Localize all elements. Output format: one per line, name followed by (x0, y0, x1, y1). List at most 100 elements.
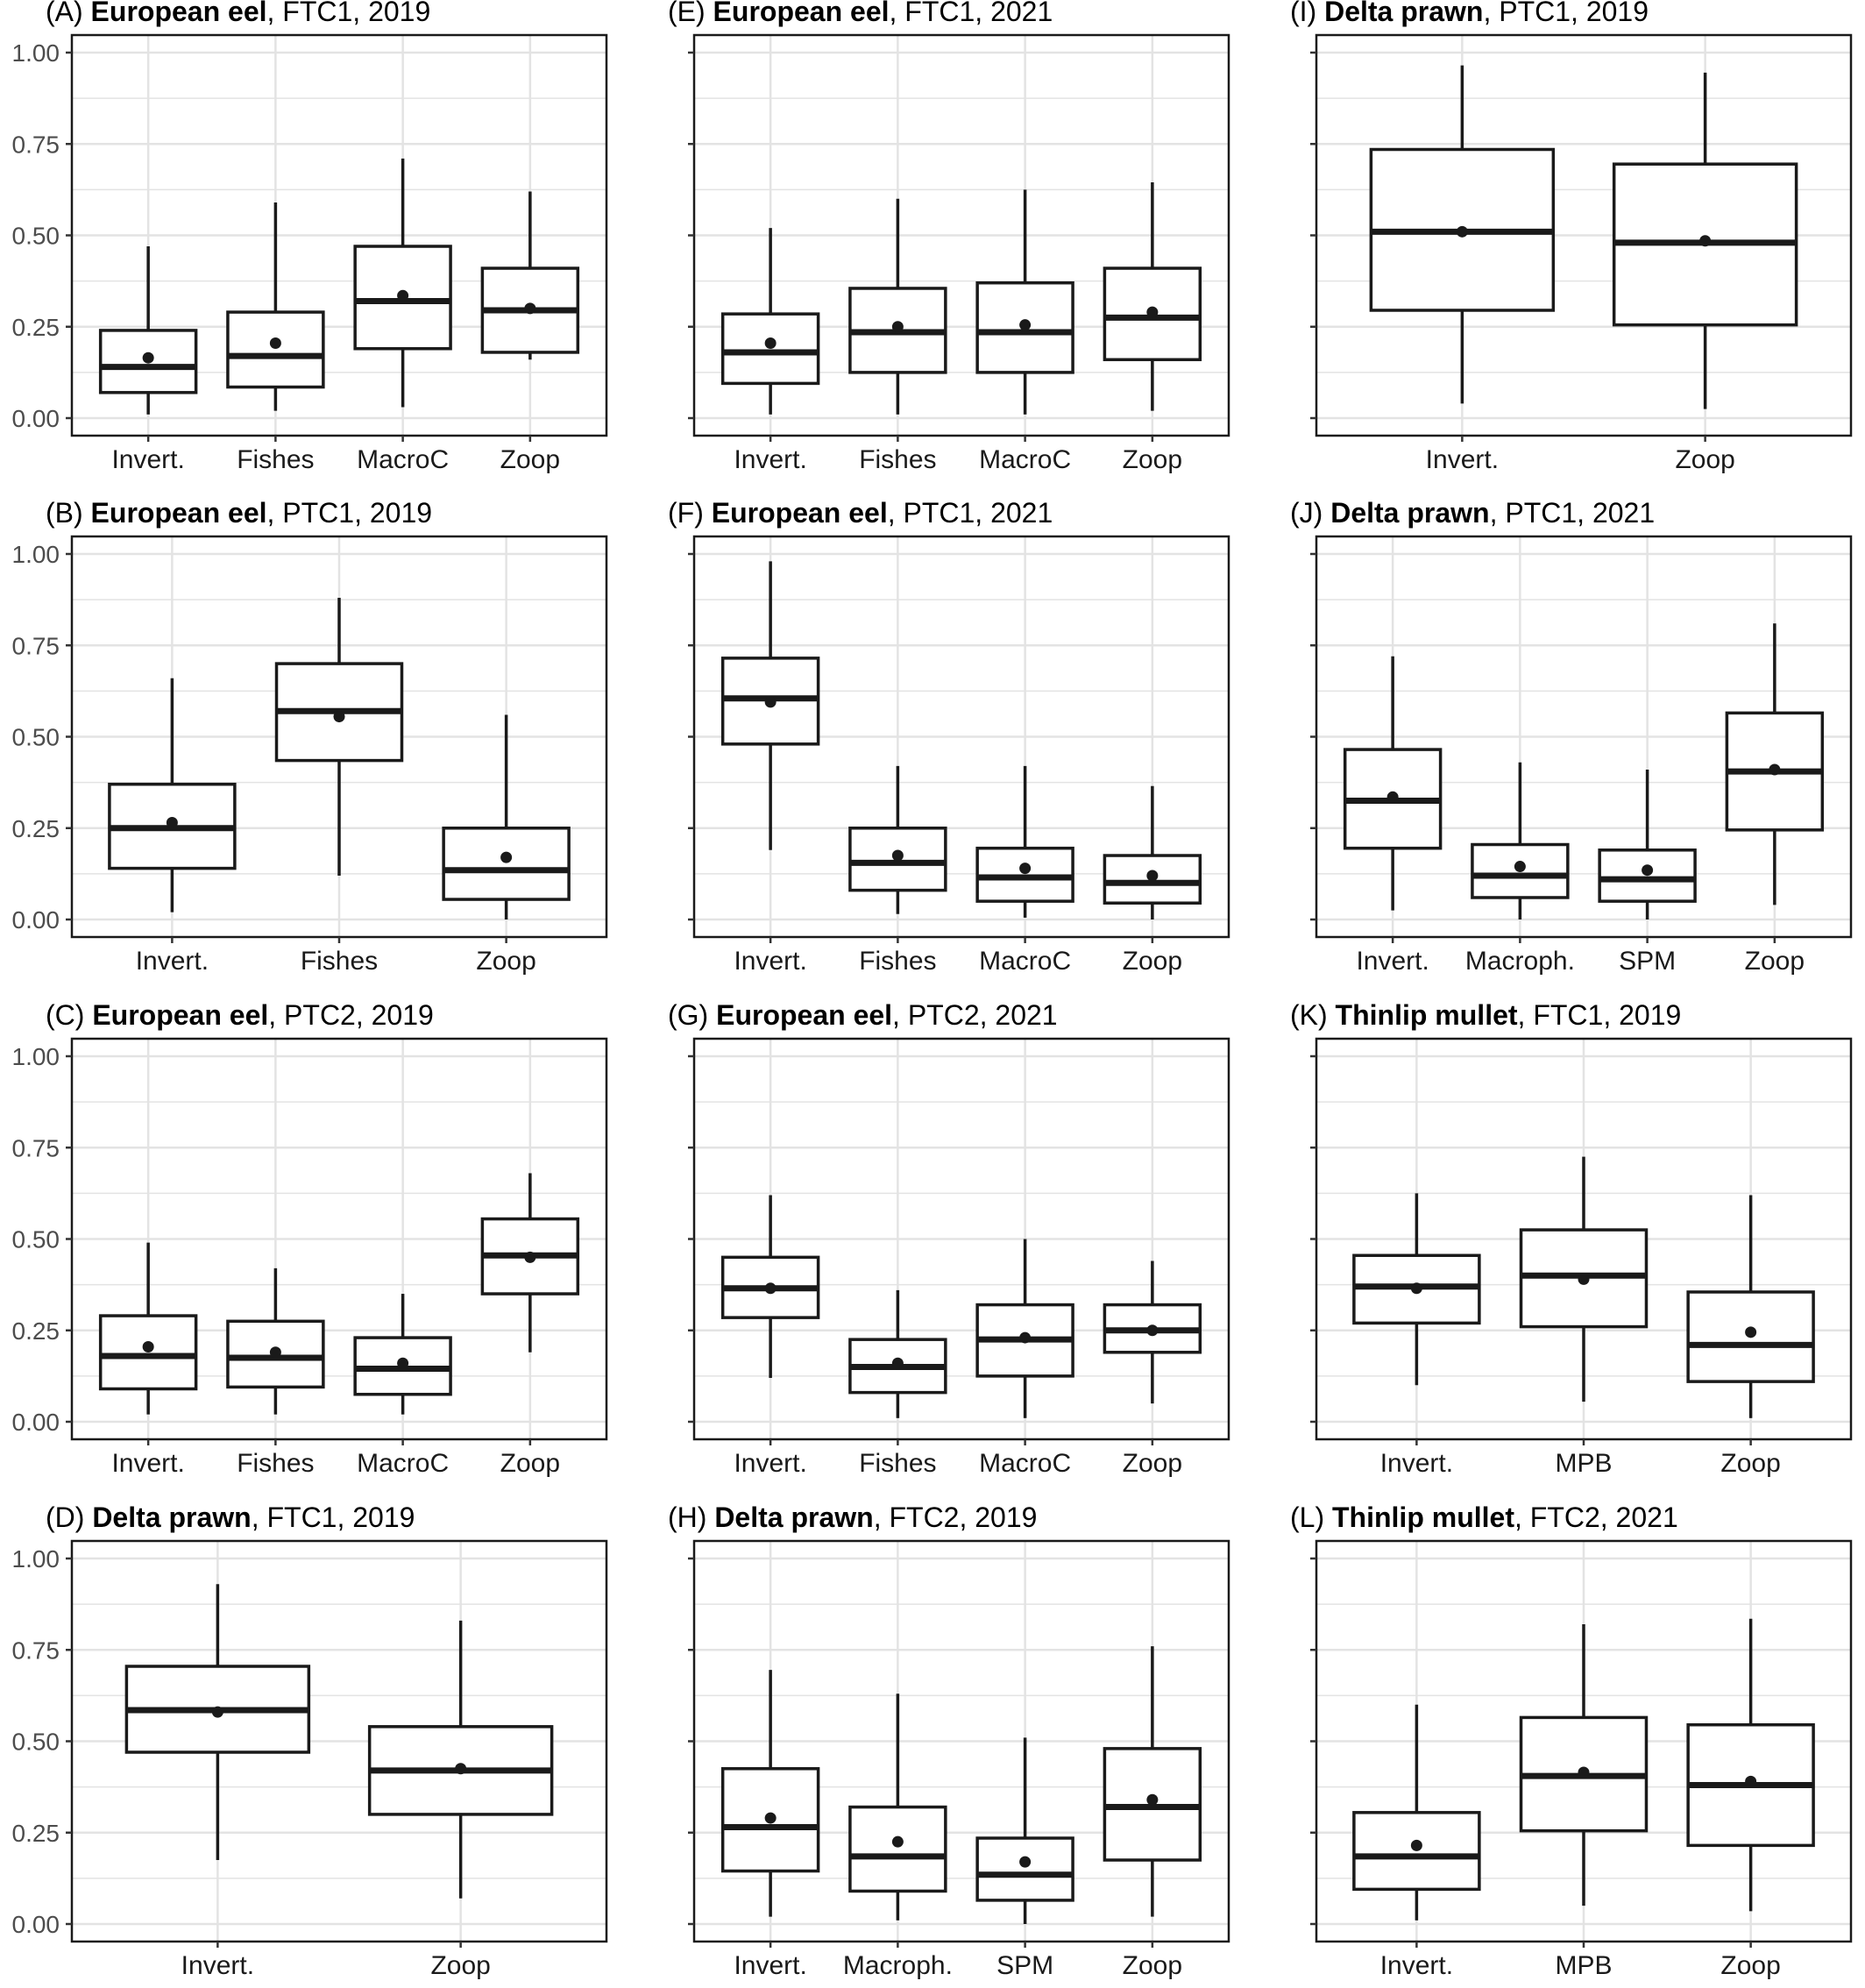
mean-point (166, 816, 178, 828)
mean-point (1146, 870, 1159, 882)
panel-subtitle: , FTC1, 2019 (267, 0, 431, 27)
panel-title: (C) European eel, PTC2, 2019 (46, 999, 434, 1031)
y-tick-label: 0.25 (12, 1820, 60, 1847)
panel-E: (E) European eel, FTC1, 2021 Invert. Fishe… (668, 0, 1230, 474)
box-Zoop (1103, 1260, 1202, 1404)
y-tick-label: 1.00 (12, 1545, 60, 1573)
box-Macroph. (848, 1693, 947, 1921)
iqr-box (1103, 854, 1202, 905)
box-Zoop (1103, 1646, 1202, 1917)
category-label: Zoop (1745, 947, 1805, 976)
species-name: Delta prawn (1330, 497, 1489, 529)
box-Invert. (1352, 1704, 1481, 1921)
box-Macroph. (1471, 762, 1570, 919)
y-tick-label: 0.25 (12, 815, 60, 842)
species-name: European eel (92, 999, 268, 1031)
mean-point (1019, 1856, 1032, 1868)
category-label: Zoop (430, 1951, 490, 1980)
panel-I: (I) Delta prawn, PTC1, 2019 Invert. Zoop (1290, 0, 1853, 474)
category-label: SPM (996, 1951, 1053, 1980)
category-label: Invert. (1380, 1951, 1453, 1980)
category-label: Zoop (500, 445, 560, 474)
box-Zoop (1686, 1195, 1815, 1418)
box-Invert. (98, 1242, 198, 1415)
box-MacroC (353, 1294, 452, 1415)
panel-subtitle: , PTC1, 2021 (888, 497, 1053, 529)
panel-title: (D) Delta prawn, FTC1, 2019 (46, 1502, 415, 1533)
panel-title: (J) Delta prawn, PTC1, 2021 (1290, 497, 1655, 529)
y-tick-label: 0.75 (12, 1637, 60, 1664)
box-Zoop (1103, 785, 1202, 919)
box-Fishes (226, 1267, 325, 1415)
box-Zoop (480, 191, 580, 360)
mean-point (1578, 1273, 1590, 1285)
species-name: Delta prawn (714, 1502, 873, 1533)
panel-subtitle: , FTC2, 2021 (1514, 1502, 1678, 1533)
panel-title: (B) European eel, PTC1, 2019 (46, 497, 432, 529)
box-Invert. (720, 1670, 820, 1917)
box-Fishes (274, 598, 404, 876)
category-label: Zoop (500, 1449, 560, 1478)
iqr-box (442, 827, 571, 901)
y-tick-label: 0.75 (12, 1134, 60, 1161)
mean-point (1146, 1793, 1159, 1806)
species-name: Thinlip mullet (1336, 999, 1518, 1031)
box-Fishes (848, 1289, 947, 1418)
mean-point (142, 1341, 154, 1353)
panel-title: (K) Thinlip mullet, FTC1, 2019 (1290, 999, 1681, 1031)
species-name: European eel (713, 0, 890, 27)
panel-label: (J) (1290, 497, 1330, 529)
mean-point (1456, 225, 1468, 238)
category-label: MacroC (979, 1449, 1071, 1478)
box-SPM (1598, 770, 1697, 919)
category-label: Zoop (1720, 1951, 1780, 1980)
mean-point (269, 1346, 281, 1359)
category-label: Invert. (111, 1449, 184, 1478)
panel-C: (C) European eel, PTC2, 2019 0.00 0.25 0.50… (12, 999, 608, 1478)
category-label: Zoop (1720, 1449, 1780, 1478)
box-MPB (1519, 1624, 1649, 1906)
category-label: Zoop (1675, 445, 1734, 474)
box-Zoop (442, 714, 571, 919)
box-Invert. (720, 561, 820, 850)
y-tick-label: 0.50 (12, 724, 60, 751)
panel-K: (K) Thinlip mullet, FTC1, 2019 Invert. MPB… (1290, 999, 1853, 1478)
panel-label: (H) (668, 1502, 714, 1533)
panel-subtitle: , FTC1, 2019 (1518, 999, 1682, 1031)
category-label: Zoop (1123, 445, 1182, 474)
y-tick-label: 0.75 (12, 632, 60, 659)
category-label: Fishes (859, 445, 936, 474)
mean-point (142, 351, 154, 364)
box-Fishes (848, 765, 947, 914)
category-label: MPB (1555, 1951, 1612, 1980)
panel-B: (B) European eel, PTC1, 2019 0.00 0.25 0.50… (12, 497, 608, 976)
box-Invert. (1369, 65, 1556, 404)
mean-point (891, 849, 904, 862)
mean-point (1642, 864, 1654, 877)
species-name: European eel (716, 999, 892, 1031)
panel-title: (E) European eel, FTC1, 2021 (668, 0, 1053, 27)
y-tick-label: 0.25 (12, 1317, 60, 1345)
mean-point (891, 1835, 904, 1848)
mean-point (1146, 306, 1159, 318)
category-label: Invert. (1380, 1449, 1453, 1478)
mean-point (764, 1812, 776, 1824)
box-Fishes (226, 202, 325, 411)
panel-title: (G) European eel, PTC2, 2021 (668, 999, 1058, 1031)
box-Invert. (720, 1195, 820, 1378)
y-tick-label: 0.00 (12, 405, 60, 432)
box-Zoop (1686, 1618, 1815, 1912)
panel-subtitle: , FTC2, 2019 (874, 1502, 1038, 1533)
box-Invert. (98, 246, 198, 415)
mean-point (1019, 319, 1032, 331)
mean-point (397, 1357, 409, 1369)
mean-point (1019, 863, 1032, 875)
category-label: Fishes (237, 445, 314, 474)
iqr-box (848, 1805, 947, 1893)
y-tick-label: 0.50 (12, 223, 60, 250)
mean-point (764, 1282, 776, 1295)
category-label: Fishes (301, 947, 378, 976)
category-label: Macroph. (1465, 947, 1575, 976)
panel-subtitle: , PTC1, 2019 (1483, 0, 1649, 27)
